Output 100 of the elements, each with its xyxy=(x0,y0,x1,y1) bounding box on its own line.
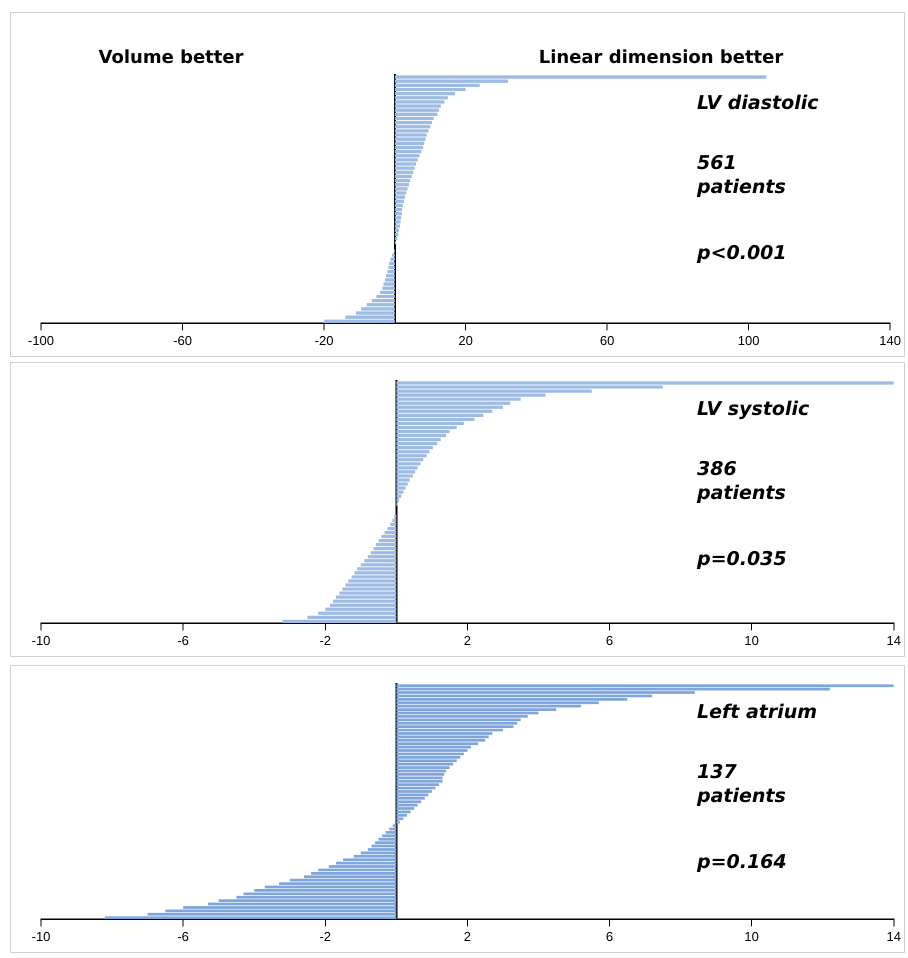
bar xyxy=(396,759,457,762)
x-tick-label: 10 xyxy=(744,632,759,648)
bar xyxy=(394,195,406,199)
bar xyxy=(346,583,396,587)
bar xyxy=(387,270,395,274)
bar xyxy=(394,120,432,124)
bar xyxy=(282,620,396,623)
x-tick-label: -2 xyxy=(319,928,332,944)
bar xyxy=(396,766,450,769)
x-tick-label: 60 xyxy=(600,332,614,348)
bar xyxy=(396,752,464,756)
bar xyxy=(396,783,439,786)
bar xyxy=(378,838,396,841)
bar xyxy=(396,478,410,482)
bar xyxy=(394,224,400,228)
bar xyxy=(354,571,396,575)
bar xyxy=(389,828,396,830)
bar xyxy=(382,834,396,838)
bar xyxy=(396,820,400,824)
bar xyxy=(396,786,436,790)
bar xyxy=(374,547,396,550)
x-tick-label: -10 xyxy=(32,928,50,944)
bar xyxy=(396,450,430,454)
bar xyxy=(394,200,404,203)
bar xyxy=(396,470,416,474)
bar xyxy=(394,187,408,191)
annotation: 137 patients xyxy=(697,760,786,808)
bar xyxy=(392,253,395,257)
annotation: LV systolic xyxy=(697,397,810,421)
bar xyxy=(396,773,444,776)
x-tick-label: -10 xyxy=(32,632,50,648)
x-tick-label: 100 xyxy=(738,332,760,348)
bar xyxy=(396,434,446,438)
bar xyxy=(394,232,398,236)
bar xyxy=(394,154,420,158)
bar xyxy=(396,442,438,446)
x-tick-label: 14 xyxy=(886,632,902,648)
x-tick-label: -100 xyxy=(28,332,54,348)
x-tick-label: 6 xyxy=(606,928,614,944)
bar xyxy=(394,150,422,154)
bar xyxy=(396,454,427,458)
x-tick-label: -2 xyxy=(319,632,332,648)
bar xyxy=(396,814,407,817)
bar xyxy=(396,474,414,478)
bar xyxy=(392,824,396,827)
annotation: Left atrium xyxy=(697,700,818,724)
bar xyxy=(386,274,395,278)
bar xyxy=(396,796,425,800)
bar xyxy=(394,142,424,145)
bar xyxy=(386,831,396,834)
bar xyxy=(394,212,402,216)
bar xyxy=(394,100,444,104)
annotation: 386 patients xyxy=(697,457,786,505)
bar xyxy=(396,458,424,462)
bar xyxy=(396,807,414,810)
bar xyxy=(352,575,396,579)
bar xyxy=(387,526,396,530)
text: Linear dimension better xyxy=(538,47,784,68)
bar xyxy=(339,591,396,595)
bar xyxy=(389,262,395,266)
bar xyxy=(396,466,418,470)
bar xyxy=(396,756,460,759)
bar xyxy=(104,916,396,920)
annotation: 561 patients xyxy=(697,151,786,199)
bar xyxy=(396,446,433,450)
x-tick-label: -20 xyxy=(314,332,334,348)
annotation: LV diastolic xyxy=(697,91,818,115)
bar xyxy=(396,817,404,820)
bar xyxy=(394,216,402,220)
bar xyxy=(383,282,395,286)
x-tick-label: -6 xyxy=(177,632,189,648)
bar xyxy=(382,286,395,290)
bar xyxy=(394,146,424,150)
x-tick-label: 2 xyxy=(464,632,471,648)
bar xyxy=(381,534,396,538)
bar xyxy=(396,381,894,385)
bar xyxy=(396,780,443,783)
x-tick-label: 2 xyxy=(464,928,471,944)
bar xyxy=(388,266,395,270)
bar xyxy=(394,108,440,112)
bar xyxy=(384,278,395,282)
bar xyxy=(380,290,395,294)
bar xyxy=(370,551,396,554)
bar xyxy=(396,800,422,804)
bar xyxy=(396,776,443,780)
x-tick-label: -6 xyxy=(177,928,189,944)
bar xyxy=(324,320,395,323)
bar xyxy=(368,555,396,558)
bar xyxy=(396,794,428,796)
bar xyxy=(394,116,434,120)
bar xyxy=(396,494,402,498)
bar xyxy=(376,543,396,546)
bar xyxy=(396,804,418,806)
bar xyxy=(394,133,427,137)
bar xyxy=(396,736,489,738)
bar xyxy=(396,749,468,752)
bar xyxy=(378,538,396,542)
x-tick-label: 140 xyxy=(879,332,902,348)
bar xyxy=(357,567,396,570)
x-tick-label: 10 xyxy=(744,928,759,944)
